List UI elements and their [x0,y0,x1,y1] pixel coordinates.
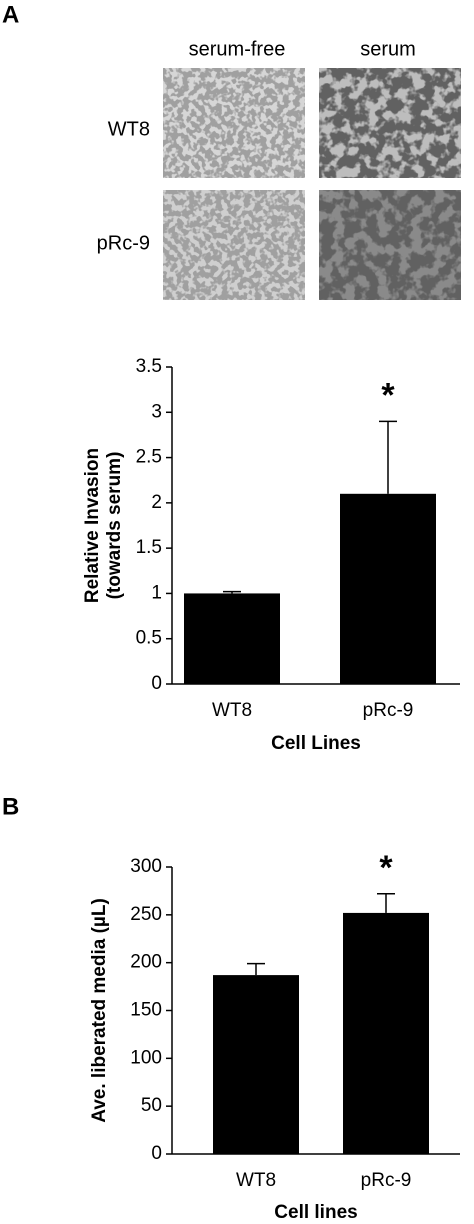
y-tick-label: 2 [151,492,162,513]
error-bar [247,962,265,976]
y-tick-label: 100 [130,1047,162,1068]
y-tick-label: 3.5 [136,356,162,377]
y-tick-label: 1 [151,582,162,603]
bar [340,493,436,684]
significance-marker: * [381,376,395,414]
error-bar [223,590,241,594]
x-axis-label: Cell Lines [271,733,361,754]
significance-marker: * [379,849,393,887]
micrograph [319,68,461,178]
panel-label: B [2,793,19,820]
x-axis-label: Cell lines [274,1202,357,1223]
x-tick-label: pRc-9 [361,1170,412,1191]
row-label: pRc-9 [97,232,150,254]
row-label: WT8 [108,118,150,140]
y-tick-label: 3 [151,401,162,422]
y-axis-label: Ave. liberated media (µL) [89,898,110,1123]
y-tick-label: 50 [141,1095,162,1116]
bar [343,912,429,1154]
y-tick-label: 2.5 [136,447,162,468]
y-tick-label: 150 [130,1000,162,1021]
panel-label: A [2,1,19,28]
micrograph [163,190,305,300]
y-tick-label: 1.5 [136,537,162,558]
y-tick-label: 0 [151,673,162,694]
error-bar [377,893,395,913]
y-tick-label: 200 [130,952,162,973]
x-tick-label: WT8 [236,1170,276,1191]
y-tick-label: 250 [130,904,162,925]
x-tick-label: WT8 [212,700,252,721]
bar [184,593,280,684]
bar [213,975,299,1154]
column-label: serum [360,38,416,60]
micrograph [163,68,305,178]
y-axis-label: Relative Invasion [82,448,103,603]
micrograph [319,190,461,300]
y-axis-label: (towards serum) [104,452,125,600]
y-tick-label: 300 [130,856,162,877]
column-label: serum-free [189,38,286,60]
error-bar [379,420,397,494]
y-tick-label: 0 [151,1143,162,1164]
x-tick-label: pRc-9 [363,700,414,721]
y-tick-label: 0.5 [136,628,162,649]
